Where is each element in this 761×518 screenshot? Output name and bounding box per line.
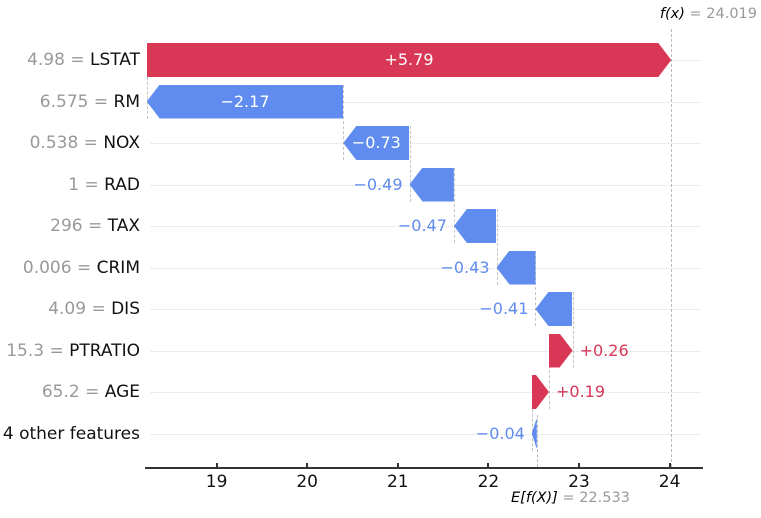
shap-bar-tax: [453, 209, 497, 243]
row-gridline: [151, 350, 701, 352]
feature-name: CRIM: [96, 257, 140, 278]
feature-name: LSTAT: [89, 50, 140, 70]
row-gridline: [151, 309, 701, 310]
row-gridline: [151, 267, 701, 269]
feature-name: RAD: [104, 174, 140, 195]
shap-bar-age: [532, 375, 549, 409]
feature-data-value: 296 =: [50, 216, 108, 236]
shap-bar-ptratio: [549, 334, 573, 368]
row-gridline: [151, 226, 701, 227]
x-axis-tick: [396, 463, 399, 467]
bar-value-label: +5.79: [384, 50, 434, 69]
row-gridline: [151, 101, 701, 103]
row-label-ptratio: 15.3 = PTRATIO: [0, 340, 140, 362]
bar-value-label: −0.41: [479, 299, 529, 318]
fx-value: = 24.019: [689, 6, 758, 22]
bar-value-label: −2.17: [220, 91, 270, 111]
row-label-age: 65.2 = AGE: [0, 381, 140, 403]
x-axis-tick-label: 22: [477, 472, 500, 492]
shap-bar-rm: [146, 84, 344, 119]
waterfall-connector: [409, 126, 411, 202]
feature-data-value: 0.538 =: [29, 133, 104, 153]
feature-name: NOX: [103, 133, 140, 153]
feature-data-value: 0.006 =: [22, 257, 97, 278]
feature-name: AGE: [104, 382, 140, 402]
feature-data-value: 4.98 =: [27, 50, 90, 70]
row-label-tax: 296 = TAX: [0, 215, 140, 237]
row-label-lstat: 4.98 = LSTAT: [0, 49, 140, 71]
feature-name: DIS: [111, 299, 140, 319]
waterfall-connector: [453, 167, 455, 243]
x-axis-tick: [668, 463, 671, 467]
x-axis-line: [145, 467, 703, 469]
ef-math-label: E[f(X)]: [511, 490, 558, 506]
feature-name: TAX: [107, 216, 140, 236]
bar-value-label: −0.47: [397, 216, 447, 235]
shap-bar-crim: [496, 250, 536, 285]
ef-value: = 22.533: [562, 490, 630, 506]
x-axis-tick-label: 21: [386, 472, 409, 492]
shap-bar-rad: [409, 167, 454, 202]
row-gridline: [151, 392, 701, 393]
fx-dashed-line: [671, 29, 673, 467]
fx-math-label: f(x): [659, 6, 685, 22]
x-axis-tick-label: 23: [568, 472, 590, 492]
feature-data-value: 1 =: [68, 174, 105, 195]
shap-bar-dis: [535, 292, 573, 326]
feature-data-value: 4.09 =: [48, 299, 112, 319]
feature-data-value: 15.3 =: [6, 340, 70, 361]
fx-annotation: f(x) = 24.019: [660, 6, 757, 22]
waterfall-connector: [343, 84, 345, 160]
bar-value-label: −0.73: [351, 133, 401, 152]
shap-bar-4-other-features: [531, 418, 537, 449]
waterfall-connector: [572, 292, 574, 368]
waterfall-connector: [496, 209, 498, 285]
row-label-rad: 1 = RAD: [0, 174, 140, 196]
row-label-crim: 0.006 = CRIM: [0, 257, 140, 279]
row-label-4-other-features: 4 other features: [2, 423, 140, 444]
row-gridline: [151, 433, 701, 435]
row-gridline: [151, 143, 701, 144]
bar-value-label: +0.19: [556, 382, 606, 401]
row-label-dis: 4.09 = DIS: [0, 298, 140, 320]
shap-bar-nox: [343, 126, 410, 160]
feature-data-value: 6.575 =: [39, 91, 114, 112]
row-label-nox: 0.538 = NOX: [0, 132, 140, 154]
waterfall-connector: [535, 250, 537, 326]
bar-value-label: −0.04: [475, 423, 525, 443]
x-axis-tick: [487, 463, 490, 467]
expected-value-dashed-line: [536, 415, 538, 467]
shap-bar-lstat: [147, 43, 672, 77]
x-axis-tick-label: 19: [205, 472, 228, 492]
waterfall-connector: [549, 333, 550, 409]
x-axis-tick-label: 24: [658, 472, 681, 492]
waterfall-connector: [146, 43, 148, 119]
waterfall-connector: [531, 375, 533, 451]
x-axis-tick-label: 20: [296, 472, 319, 492]
bar-value-label: +0.26: [579, 340, 629, 360]
x-axis-tick: [306, 463, 309, 467]
x-axis-tick: [215, 463, 218, 467]
bar-value-label: −0.49: [353, 174, 403, 194]
feature-data-value: 65.2 =: [41, 382, 105, 402]
feature-name: RM: [113, 91, 140, 112]
row-label-rm: 6.575 = RM: [0, 91, 140, 113]
feature-name: PTRATIO: [69, 340, 140, 361]
expected-value-annotation: E[f(X)] = 22.533: [511, 490, 630, 506]
bar-value-label: −0.43: [440, 257, 490, 277]
x-axis-tick: [578, 463, 580, 467]
